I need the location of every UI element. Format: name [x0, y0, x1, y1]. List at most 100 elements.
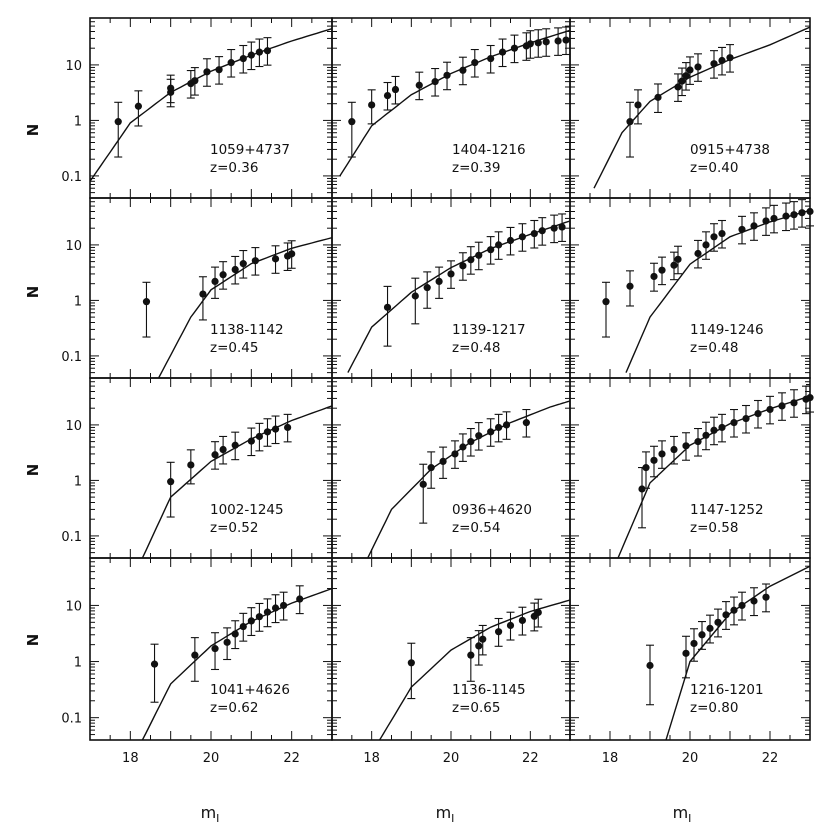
model-curve — [617, 395, 810, 558]
cluster-name-label: 1059+4737 — [210, 142, 290, 158]
data-point — [770, 214, 778, 223]
data-point — [447, 270, 455, 278]
data-point — [670, 445, 678, 454]
data-point — [750, 597, 758, 605]
data-point — [487, 428, 495, 436]
data-point — [562, 36, 570, 44]
redshift-label: z=0.36 — [210, 160, 258, 176]
redshift-label: z=0.48 — [452, 340, 500, 356]
data-point — [271, 255, 280, 263]
y-axis-label: N — [24, 464, 42, 477]
data-point — [706, 624, 714, 632]
y-tick-label: 0.1 — [61, 350, 82, 365]
panel-1139-1217: 1139-1217 z=0.48 — [331, 197, 571, 379]
data-point — [467, 651, 475, 659]
data-point — [231, 630, 239, 638]
data-point — [658, 266, 666, 274]
data-point — [502, 421, 511, 429]
redshift-label: z=0.54 — [452, 520, 500, 536]
data-point — [187, 461, 195, 469]
data-point — [487, 246, 495, 254]
data-point — [750, 222, 758, 230]
data-point — [650, 456, 658, 464]
data-point — [368, 101, 376, 109]
data-point — [702, 241, 710, 249]
data-point — [638, 485, 646, 493]
y-tick-label: 0.1 — [61, 530, 82, 545]
data-point — [495, 241, 503, 249]
data-point — [219, 271, 227, 279]
data-point — [658, 450, 666, 458]
data-point — [762, 593, 770, 601]
data-point — [475, 251, 483, 259]
data-point — [255, 432, 263, 441]
data-point — [718, 56, 726, 65]
redshift-label: z=0.39 — [452, 160, 500, 176]
y-tick-label: 0.1 — [61, 712, 82, 727]
data-point — [778, 402, 786, 410]
data-point — [419, 480, 427, 488]
model-curve — [157, 237, 332, 378]
data-point — [284, 423, 292, 432]
panels-layer: 1059+4737 z=0.36 0.1 1 10 1404-1216 z=0.39 0915… — [61, 17, 814, 766]
data-point — [255, 48, 263, 56]
x-tick-label: 18 — [602, 751, 619, 766]
y-axis-label: N — [24, 124, 42, 137]
data-point — [686, 66, 694, 74]
y-axis-label: N — [24, 634, 42, 647]
cluster-name-label: 0936+4620 — [452, 502, 532, 518]
redshift-label: z=0.58 — [690, 520, 738, 536]
y-tick-label: 1 — [74, 114, 82, 129]
data-point — [288, 250, 296, 258]
panel-1138-1142: 1138-1142 z=0.45 0.1 1 10 — [61, 197, 333, 379]
data-point — [642, 464, 650, 472]
data-point — [239, 260, 247, 268]
data-point — [602, 298, 610, 306]
data-point — [670, 261, 678, 269]
data-point — [219, 445, 227, 454]
data-point — [654, 93, 662, 101]
data-point — [239, 54, 247, 63]
data-point — [718, 423, 726, 432]
data-point — [526, 40, 534, 48]
x-axis-label-sub: I — [451, 812, 454, 825]
data-point — [766, 405, 774, 414]
data-point — [702, 431, 710, 439]
data-point — [694, 438, 702, 446]
panel-1059+4737: 1059+4737 z=0.36 0.1 1 10 — [61, 17, 333, 199]
model-curve — [90, 28, 332, 182]
data-point — [251, 257, 259, 265]
data-point — [646, 661, 654, 670]
data-point — [754, 409, 762, 418]
data-point — [427, 464, 435, 472]
y-tick-label: 1 — [74, 294, 82, 309]
panel-0936+4620: 0936+4620 z=0.54 — [331, 377, 571, 559]
model-curve — [141, 405, 332, 558]
y-tick-label: 1 — [74, 656, 82, 671]
x-tick-label: 22 — [283, 751, 300, 766]
panel-1041+4626: 1041+4626 z=0.62 0.1 1 10 18 20 22 — [61, 557, 333, 766]
data-point — [698, 631, 706, 639]
panel-1216-1201: 1216-1201 z=0.80 18 20 22 — [569, 557, 811, 766]
x-axis-label-sub: I — [216, 812, 219, 825]
data-point — [479, 635, 487, 643]
panel-1136-1145: 1136-1145 z=0.65 18 20 22 — [331, 557, 571, 766]
data-point — [710, 426, 718, 434]
data-point — [510, 44, 519, 52]
data-point — [296, 595, 304, 603]
x-axis-label: mI — [201, 803, 220, 825]
x-tick-label: 18 — [122, 751, 139, 766]
cluster-name-label: 1041+4626 — [210, 682, 290, 698]
data-point — [722, 611, 730, 619]
x-axis-label-sub: I — [688, 812, 691, 825]
data-point — [506, 236, 515, 245]
x-axis-label-main: m — [201, 803, 217, 822]
y-tick-label: 10 — [65, 59, 82, 74]
data-point — [211, 451, 219, 459]
panel-frame — [331, 557, 571, 741]
data-point — [203, 68, 211, 76]
data-point — [439, 457, 447, 466]
data-point — [348, 118, 356, 126]
data-point — [714, 618, 722, 626]
data-point — [167, 84, 175, 92]
